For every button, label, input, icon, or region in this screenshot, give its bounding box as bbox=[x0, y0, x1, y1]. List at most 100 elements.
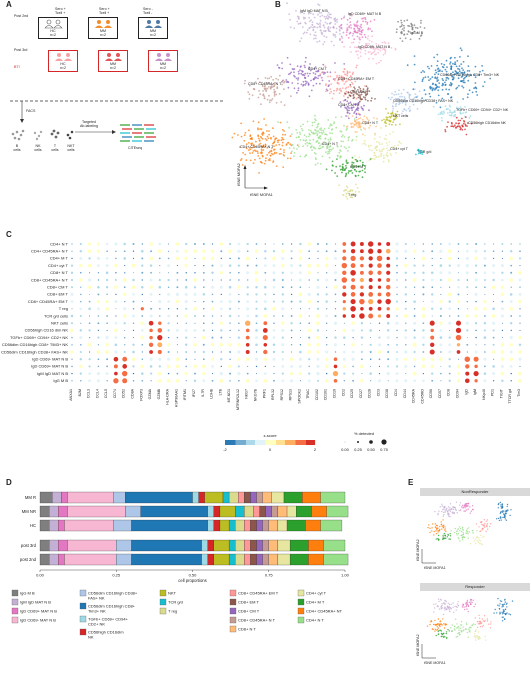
umap-point bbox=[304, 80, 307, 83]
dot bbox=[342, 299, 346, 304]
umap-point bbox=[503, 612, 505, 615]
legend-swatch bbox=[229, 625, 237, 633]
umap-point bbox=[322, 129, 324, 132]
umap-point bbox=[325, 88, 328, 91]
umap-point bbox=[323, 26, 326, 29]
dot bbox=[237, 249, 241, 253]
dot bbox=[431, 243, 433, 245]
umap-label: CD4+ N T bbox=[322, 142, 339, 146]
dot bbox=[263, 264, 267, 267]
umap-point bbox=[466, 532, 468, 534]
umap-point bbox=[368, 39, 371, 42]
bar-segment bbox=[52, 491, 62, 504]
pct-tick: 0.00 bbox=[341, 447, 350, 452]
dot bbox=[133, 337, 134, 339]
umap-point bbox=[360, 106, 363, 108]
dot bbox=[246, 286, 249, 289]
umap-point bbox=[319, 26, 322, 29]
dot bbox=[272, 278, 276, 282]
dot bbox=[122, 314, 127, 318]
umap-point bbox=[441, 97, 444, 100]
umap-point bbox=[392, 115, 395, 117]
dot bbox=[167, 329, 170, 332]
umap-point bbox=[443, 607, 445, 610]
umap-point bbox=[338, 77, 341, 79]
umap-point bbox=[429, 78, 432, 80]
umap-point bbox=[452, 506, 454, 508]
dot bbox=[87, 249, 92, 254]
bar-row-label: MM R bbox=[25, 495, 36, 500]
legend-label: IgD CD69+ MAT N B bbox=[20, 609, 57, 614]
umap-point bbox=[343, 124, 345, 127]
umap-point bbox=[274, 137, 277, 140]
dot bbox=[168, 272, 170, 274]
umap-point bbox=[348, 32, 351, 35]
umap-point bbox=[397, 93, 400, 95]
dot bbox=[87, 263, 92, 268]
umap-point bbox=[482, 85, 484, 88]
umap-point bbox=[321, 79, 324, 82]
umap-point bbox=[465, 628, 467, 630]
umap-point bbox=[464, 536, 466, 539]
umap-point bbox=[384, 42, 387, 44]
umap-point bbox=[321, 155, 324, 158]
umap-point bbox=[344, 175, 347, 178]
umap-point bbox=[452, 125, 455, 128]
bar-segment bbox=[213, 505, 221, 518]
dot bbox=[484, 365, 486, 368]
umap-point bbox=[477, 541, 480, 543]
umap-point bbox=[385, 125, 387, 127]
umap-point bbox=[256, 150, 259, 153]
umap-point bbox=[481, 523, 483, 525]
umap-point bbox=[453, 114, 456, 116]
panel-b: IgM IgD MAT N B IgD CD69+ MAT N B IgD CD69… bbox=[230, 0, 532, 205]
umap-point bbox=[261, 138, 264, 140]
dot bbox=[210, 256, 215, 261]
umap-point bbox=[441, 88, 444, 91]
umap-point bbox=[346, 27, 349, 29]
dot bbox=[114, 242, 118, 246]
dot bbox=[447, 292, 452, 297]
umap-point bbox=[433, 56, 435, 59]
umap-point bbox=[483, 81, 486, 83]
dot bbox=[359, 242, 364, 246]
umap-point bbox=[496, 612, 498, 614]
umap-point bbox=[352, 71, 355, 74]
umap-point bbox=[437, 89, 440, 92]
gene-label: PRF1 bbox=[262, 389, 266, 398]
umap-point bbox=[427, 526, 429, 529]
umap-point bbox=[424, 76, 427, 78]
dot bbox=[518, 270, 522, 275]
dot bbox=[237, 264, 241, 267]
dot bbox=[431, 286, 433, 288]
umap-point bbox=[456, 534, 458, 536]
umap-point bbox=[359, 100, 361, 103]
dot bbox=[115, 272, 117, 274]
dot bbox=[501, 242, 504, 246]
dot bbox=[403, 314, 408, 318]
umap-point bbox=[348, 13, 351, 15]
umap-point bbox=[317, 70, 320, 73]
dot bbox=[106, 380, 108, 382]
dot bbox=[440, 257, 442, 259]
umap-point bbox=[444, 528, 446, 530]
umap-point bbox=[435, 634, 437, 637]
umap-point bbox=[335, 89, 338, 92]
umap-point bbox=[461, 536, 463, 539]
umap-point bbox=[303, 134, 306, 137]
dot bbox=[352, 365, 354, 368]
umap-point bbox=[332, 26, 335, 29]
umap-point bbox=[403, 20, 406, 22]
bar-segment bbox=[265, 505, 272, 518]
umap-point bbox=[484, 635, 486, 638]
dot bbox=[377, 299, 382, 304]
umap-point bbox=[357, 117, 360, 120]
dot bbox=[342, 328, 346, 333]
umap-point bbox=[479, 625, 482, 628]
umap-point bbox=[457, 533, 460, 535]
umap-point bbox=[378, 61, 380, 64]
dot bbox=[519, 243, 521, 245]
umap-point bbox=[312, 78, 315, 81]
dot bbox=[421, 256, 426, 261]
dot bbox=[457, 308, 460, 310]
